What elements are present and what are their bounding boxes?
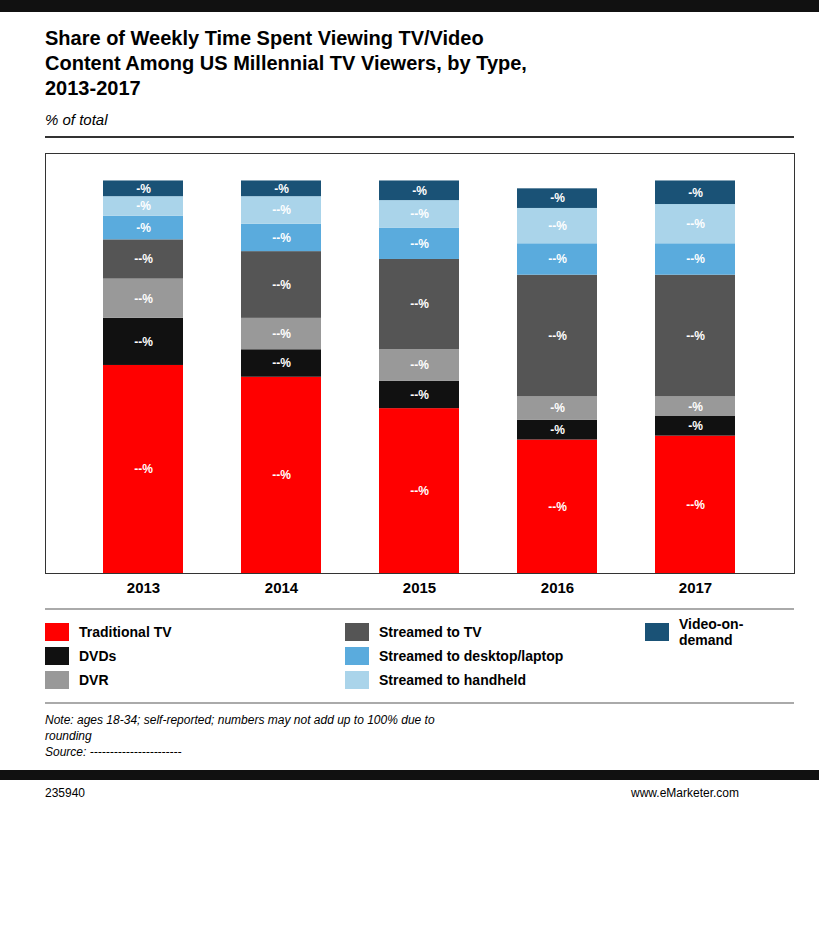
svg-text:--%: --% [410, 484, 429, 498]
svg-text:--%: --% [272, 468, 291, 482]
svg-text:--%: --% [272, 203, 291, 217]
svg-text:2017: 2017 [679, 579, 712, 596]
svg-text:--%: --% [548, 329, 567, 343]
html-text:Traditional TV: Traditional TV [79, 624, 172, 640]
svg-text:--%: --% [272, 356, 291, 370]
svg-text:2014: 2014 [265, 579, 299, 596]
svg-text:--%: --% [548, 219, 567, 233]
svg-text:--%: --% [686, 498, 705, 512]
svg-text:-%: -% [412, 184, 427, 198]
svg-text:--%: --% [134, 462, 153, 476]
html-text:235940: 235940 [45, 786, 85, 800]
html-text:Streamed to desktop/laptop: Streamed to desktop/laptop [379, 648, 564, 664]
svg-text:--%: --% [410, 207, 429, 221]
svg-text:--%: --% [134, 252, 153, 266]
html-text:Share of Weekly Time Spent Vie: Share of Weekly Time Spent Viewing TV/Vi… [45, 27, 527, 99]
svg-text:--%: --% [686, 329, 705, 343]
svg-text:--%: --% [410, 358, 429, 372]
svg-text:--%: --% [548, 252, 567, 266]
svg-text:-%: -% [688, 400, 703, 414]
svg-text:--%: --% [134, 335, 153, 349]
svg-text:-%: -% [550, 401, 565, 415]
svg-text:--%: --% [548, 500, 567, 514]
svg-text:-%: -% [550, 423, 565, 437]
svg-text:--%: --% [272, 278, 291, 292]
svg-text:--%: --% [410, 297, 429, 311]
html-text:Streamed to TV: Streamed to TV [379, 624, 482, 640]
svg-text:2015: 2015 [403, 579, 436, 596]
html-text:Source: ----------------------: Source: ----------------------- [45, 745, 182, 759]
svg-text:-%: -% [136, 221, 151, 235]
html-text:www.eMarketer.com: www.eMarketer.com [631, 786, 739, 800]
html-text:Note: ages 18-34; self-reporte: Note: ages 18-34; self-reported; numbers… [45, 713, 435, 727]
svg-text:-%: -% [136, 182, 151, 196]
svg-text:--%: --% [686, 217, 705, 231]
html-text:% of total: % of total [45, 111, 108, 128]
svg-text:-%: -% [688, 419, 703, 433]
html-text:Video-on-demand: Video-on-demand [679, 616, 744, 648]
svg-text:--%: --% [410, 388, 429, 402]
svg-text:-%: -% [136, 199, 151, 213]
svg-text:2016: 2016 [541, 579, 574, 596]
svg-text:--%: --% [272, 327, 291, 341]
html-text:Streamed to handheld: Streamed to handheld [379, 672, 526, 688]
svg-text:2013: 2013 [127, 579, 160, 596]
svg-text:-%: -% [274, 182, 289, 196]
svg-text:--%: --% [272, 231, 291, 245]
html-text:rounding: rounding [45, 729, 92, 743]
svg-text:--%: --% [134, 292, 153, 306]
svg-text:--%: --% [686, 252, 705, 266]
svg-text:--%: --% [410, 237, 429, 251]
svg-text:-%: -% [688, 186, 703, 200]
html-text:DVR: DVR [79, 672, 109, 688]
svg-text:-%: -% [550, 191, 565, 205]
html-text:DVDs: DVDs [79, 648, 117, 664]
